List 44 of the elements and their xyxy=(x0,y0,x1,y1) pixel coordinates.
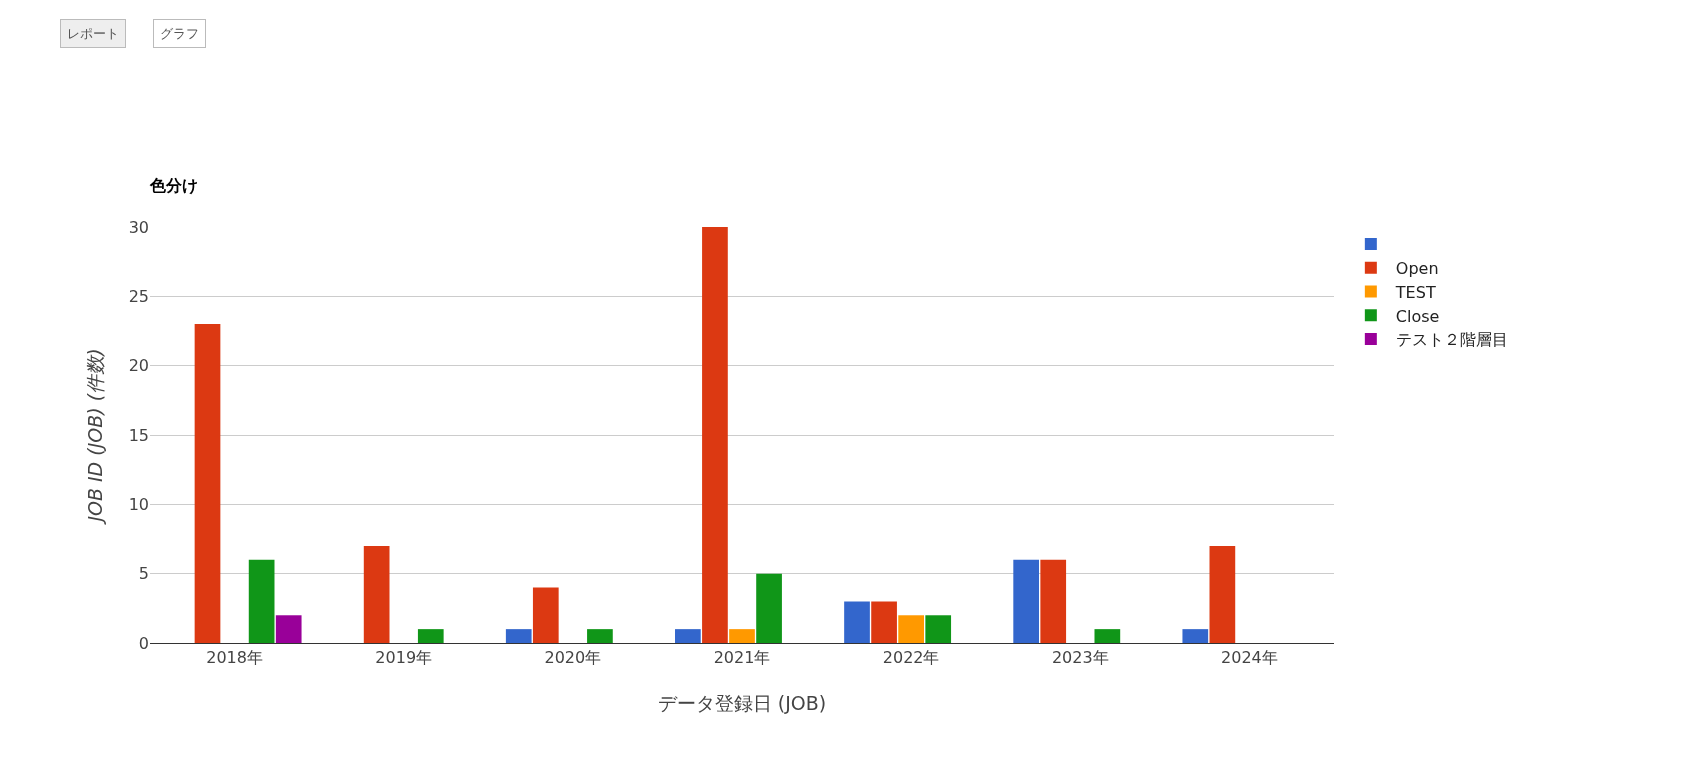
y-tick-label: 5 xyxy=(138,564,149,584)
bar xyxy=(925,615,952,643)
bar xyxy=(275,615,302,643)
bar xyxy=(248,559,275,643)
bar xyxy=(363,545,390,643)
y-tick-label: 10 xyxy=(128,494,149,514)
y-tick-label: 0 xyxy=(138,633,149,653)
chart-title: 色分け xyxy=(149,175,198,195)
bar xyxy=(675,629,701,643)
bar xyxy=(702,227,728,643)
x-tick-label: 2024年 xyxy=(1221,648,1278,668)
legend-label: テスト２階層目 xyxy=(1395,330,1508,350)
x-tick-label: 2018年 xyxy=(206,648,263,668)
bar xyxy=(505,629,532,643)
bar xyxy=(417,629,444,643)
bar xyxy=(898,615,924,643)
text: レポート xyxy=(67,26,119,41)
bar xyxy=(844,601,870,643)
bar xyxy=(1182,629,1209,643)
legend-label: TEST xyxy=(1394,282,1436,302)
x-tick-label: 2020年 xyxy=(544,648,602,668)
bar xyxy=(729,629,755,643)
bar xyxy=(1094,629,1121,643)
text: グラフ xyxy=(160,26,199,41)
legend-label: Open xyxy=(1395,258,1439,278)
bar xyxy=(871,601,897,643)
bar xyxy=(1209,545,1236,643)
x-tick-label: 2023年 xyxy=(1051,648,1109,668)
bar xyxy=(756,573,782,643)
bar xyxy=(1013,559,1040,643)
bar xyxy=(587,629,613,643)
bar xyxy=(194,324,221,643)
x-axis-title: データ登録日 (JOB) xyxy=(657,692,827,714)
x-tick-label: 2022年 xyxy=(882,648,940,668)
legend-label: Close xyxy=(1395,306,1440,326)
y-axis-title: JOB ID (JOB) (件数) xyxy=(84,348,107,526)
y-tick-label: 30 xyxy=(128,217,149,237)
bar xyxy=(532,587,559,643)
bar xyxy=(1040,559,1067,643)
y-tick-label: 25 xyxy=(128,286,149,306)
y-tick-label: 20 xyxy=(128,356,149,376)
x-tick-label: 2019年 xyxy=(375,648,433,668)
y-tick-label: 15 xyxy=(128,425,149,445)
x-tick-label: 2021年 xyxy=(713,648,771,668)
